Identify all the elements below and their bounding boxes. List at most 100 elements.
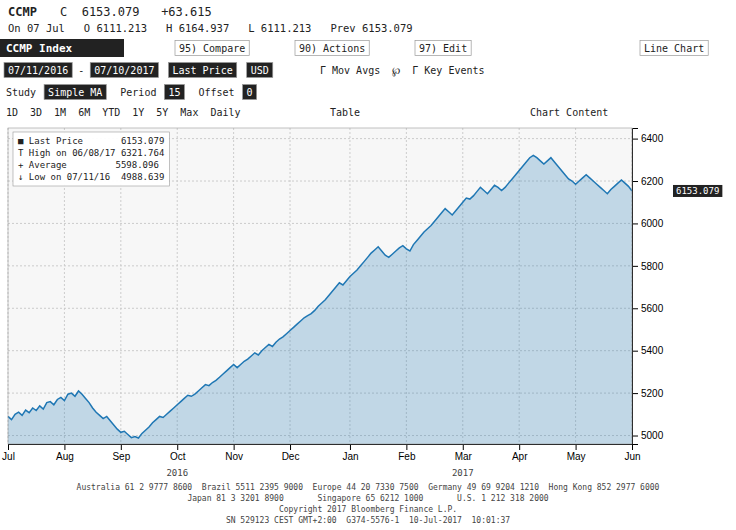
tick-mark <box>290 444 291 450</box>
chart-type-button-group[interactable]: Line Chart <box>640 41 708 56</box>
tick-label: 6400 <box>641 133 664 144</box>
tick: May <box>567 444 586 462</box>
study-type-group[interactable]: Simple MA <box>44 85 106 100</box>
date-to[interactable]: 07/10/2017 <box>94 65 154 76</box>
tick-label: Mar <box>455 451 473 462</box>
tick-mark <box>632 436 638 437</box>
axis-line <box>633 129 639 445</box>
year-label: 2017 <box>452 468 474 478</box>
tick-label: Aug <box>56 451 74 462</box>
range-button[interactable]: 5Y <box>156 107 168 118</box>
tick-label: Jul <box>2 451 15 462</box>
edit-button-box[interactable] <box>415 41 471 56</box>
info-line: + Average 5598.096 <box>18 160 159 170</box>
actions-button[interactable]: 90) Actions <box>299 43 365 54</box>
tick-mark <box>632 181 638 182</box>
tick-mark <box>463 444 464 450</box>
tick-label: 6000 <box>641 218 664 229</box>
tick: Sep <box>112 444 130 462</box>
tick-mark <box>632 444 633 450</box>
range-button[interactable]: Max <box>180 107 198 118</box>
y-axis: 50005200540056005800600062006400 <box>632 129 664 445</box>
compare-button-group[interactable]: 95) Compare <box>175 41 249 56</box>
study-type-box[interactable] <box>44 85 106 100</box>
tick: 5200 <box>632 388 664 399</box>
info-line: ↓ Low on 07/11/16 4988.639 <box>18 172 164 182</box>
range-button[interactable]: 6M <box>78 107 90 118</box>
axis-line <box>9 445 633 451</box>
tick-label: Oct <box>170 451 186 462</box>
offset-label: Offset <box>198 87 234 98</box>
actions-button-box[interactable] <box>295 41 369 56</box>
compare-button[interactable]: 95) Compare <box>179 43 245 54</box>
tick-mark <box>350 444 351 450</box>
header: CCMPC 6153.079 +63.615On 07 Jul O 6111.2… <box>0 5 708 118</box>
tick-mark <box>632 266 638 267</box>
range-button[interactable]: 1M <box>54 107 66 118</box>
offset-value-box[interactable] <box>243 85 257 100</box>
field-select[interactable]: Last Price <box>172 65 232 76</box>
period-value-group[interactable]: 15 <box>164 85 184 100</box>
field-select-group[interactable]: Last Price <box>168 63 236 78</box>
last-price-box <box>673 185 722 197</box>
range-button[interactable]: YTD <box>102 107 120 118</box>
currency[interactable]: USD <box>251 65 269 76</box>
period-value-box[interactable] <box>164 85 184 100</box>
info-box: ■ Last Price 6153.079T High on 06/08/17 … <box>13 132 169 186</box>
last-price-marker: 6153.079 <box>673 185 722 197</box>
tick: Dec <box>282 444 300 462</box>
tick: Feb <box>398 444 416 462</box>
tick-mark <box>406 444 407 450</box>
field-select-box[interactable] <box>168 63 236 78</box>
plot-background <box>8 128 632 444</box>
date-from[interactable]: 07/11/2016 <box>8 65 68 76</box>
chart-type-button-box[interactable] <box>640 41 708 56</box>
offset-value-group[interactable]: 0 <box>243 85 257 100</box>
currency-box[interactable] <box>247 63 273 78</box>
index-label-box <box>0 39 124 57</box>
tick-label: Sep <box>112 451 130 462</box>
tick: 5000 <box>632 430 664 441</box>
date-from-group[interactable]: 07/11/2016 <box>4 63 72 78</box>
range-button[interactable]: Daily <box>210 107 240 118</box>
tick: 6200 <box>632 176 664 187</box>
date-from-box[interactable] <box>4 63 72 78</box>
study-label: Study <box>6 87 36 98</box>
grid-line <box>177 128 178 444</box>
offset-value[interactable]: 0 <box>247 87 253 98</box>
price-area <box>8 155 632 444</box>
actions-button-group[interactable]: 90) Actions <box>295 41 369 56</box>
year-label: 2016 <box>166 468 188 478</box>
study-type[interactable]: Simple MA <box>48 87 102 98</box>
tick-label: Nov <box>225 451 243 462</box>
compare-button-box[interactable] <box>175 41 249 56</box>
quote: C 6153.079 +63.615 <box>60 5 212 19</box>
footer: Australia 61 2 9777 8600 Brazil 5511 239… <box>77 483 660 525</box>
tick: 6000 <box>632 218 664 229</box>
event-options: Γ Mov Avgs ℘ Γ Key Events <box>320 65 485 77</box>
index-label: CCMP Index <box>6 42 73 55</box>
tick-mark <box>8 444 9 450</box>
info-box-frame <box>13 132 169 186</box>
date-to-group[interactable]: 07/10/2017 <box>90 63 158 78</box>
edit-button[interactable]: 97) Edit <box>419 43 467 54</box>
range-button[interactable]: 1D <box>6 107 18 118</box>
chart-content-button: Chart Content <box>530 107 608 118</box>
tick-label: 5600 <box>641 303 664 314</box>
currency-group[interactable]: USD <box>247 63 273 78</box>
page: CCMPC 6153.079 +63.615On 07 Jul O 6111.2… <box>0 0 736 530</box>
period-value[interactable]: 15 <box>168 87 180 98</box>
date-to-box[interactable] <box>90 63 158 78</box>
footer-line: SN 529123 CEST GMT+2:00 G374-5576-1 10-J… <box>226 516 510 525</box>
tick: Mar <box>455 444 473 462</box>
range-button[interactable]: 1Y <box>132 107 144 118</box>
tick: Nov <box>225 444 243 462</box>
tick-label: Jun <box>624 451 640 462</box>
chart-type-button[interactable]: Line Chart <box>644 43 704 54</box>
title: CCMP <box>8 5 37 19</box>
price-line <box>8 155 632 438</box>
edit-button-group[interactable]: 97) Edit <box>415 41 471 56</box>
range-button[interactable]: 3D <box>30 107 42 118</box>
x-axis: JulAugSepOctNovDecJanFebMarAprMayJun <box>2 444 640 462</box>
tick: 5400 <box>632 345 664 356</box>
